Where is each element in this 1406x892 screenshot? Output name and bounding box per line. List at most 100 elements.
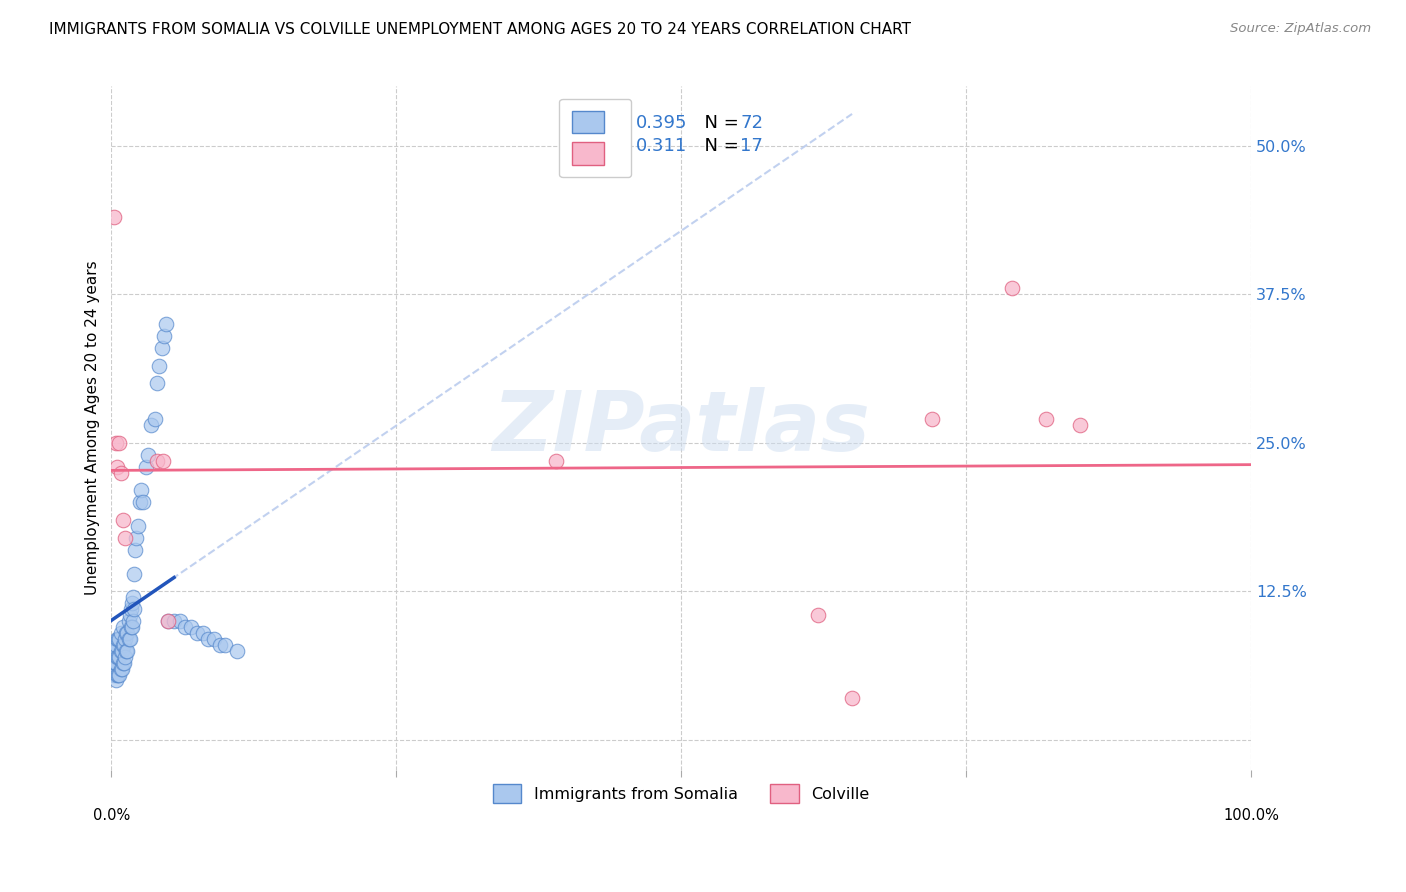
Point	[105, 632, 128, 646]
Point	[107, 649, 129, 664]
Point	[122, 566, 145, 581]
Text: Source: ZipAtlas.com: Source: ZipAtlas.com	[1230, 22, 1371, 36]
Point	[129, 483, 152, 498]
Point	[118, 608, 141, 623]
Point	[122, 602, 145, 616]
Point	[114, 632, 136, 646]
Point	[111, 638, 134, 652]
Text: 0.395: 0.395	[636, 113, 688, 132]
Point	[105, 649, 128, 664]
Point	[118, 632, 141, 646]
Text: R =: R =	[585, 113, 623, 132]
Text: R =: R =	[585, 137, 623, 155]
Point	[148, 359, 170, 373]
Point	[214, 638, 236, 652]
Point	[186, 626, 208, 640]
Point	[122, 591, 145, 605]
Point	[104, 638, 127, 652]
Point	[103, 667, 125, 681]
Point	[197, 632, 219, 646]
Point	[110, 644, 132, 658]
Point	[141, 417, 163, 432]
Point	[143, 412, 166, 426]
Point	[108, 667, 131, 681]
Point	[117, 626, 139, 640]
Point	[122, 614, 145, 628]
Point	[105, 459, 128, 474]
Point	[117, 632, 139, 646]
Point	[157, 614, 180, 628]
Point	[146, 376, 169, 391]
Point	[115, 626, 138, 640]
Point	[157, 614, 180, 628]
Point	[111, 644, 134, 658]
Point	[108, 632, 131, 646]
Point	[120, 620, 142, 634]
Legend: Immigrants from Somalia, Colville: Immigrants from Somalia, Colville	[486, 777, 876, 809]
Point	[121, 620, 143, 634]
Point	[841, 691, 863, 706]
Point	[174, 620, 197, 634]
Point	[101, 662, 124, 676]
Point	[202, 632, 225, 646]
Point	[155, 317, 177, 331]
Point	[117, 644, 139, 658]
Point	[124, 542, 146, 557]
Point	[153, 329, 176, 343]
Point	[127, 519, 149, 533]
Point	[1069, 417, 1091, 432]
Point	[110, 662, 132, 676]
Point	[921, 412, 943, 426]
Point	[111, 620, 134, 634]
Point	[103, 210, 125, 224]
Point	[104, 656, 127, 670]
Point	[163, 614, 186, 628]
Point	[135, 459, 157, 474]
Point	[121, 596, 143, 610]
Point	[107, 667, 129, 681]
Point	[115, 644, 138, 658]
Point	[169, 614, 191, 628]
Point	[807, 608, 830, 623]
Text: 0.0%: 0.0%	[93, 808, 129, 823]
Point	[104, 435, 127, 450]
Point	[544, 453, 567, 467]
Point	[104, 673, 127, 688]
Point	[111, 656, 134, 670]
Point	[120, 602, 142, 616]
Point	[107, 632, 129, 646]
Point	[150, 341, 173, 355]
Point	[114, 531, 136, 545]
Point	[112, 656, 135, 670]
Point	[105, 667, 128, 681]
Point	[152, 453, 174, 467]
Point	[146, 453, 169, 467]
Text: IMMIGRANTS FROM SOMALIA VS COLVILLE UNEMPLOYMENT AMONG AGES 20 TO 24 YEARS CORRE: IMMIGRANTS FROM SOMALIA VS COLVILLE UNEM…	[49, 22, 911, 37]
Point	[110, 626, 132, 640]
Point	[111, 513, 134, 527]
Text: N =: N =	[693, 113, 744, 132]
Text: 72: 72	[741, 113, 763, 132]
Text: 17: 17	[741, 137, 763, 155]
Point	[180, 620, 202, 634]
Point	[104, 644, 127, 658]
Point	[136, 448, 159, 462]
Point	[1000, 281, 1022, 295]
Y-axis label: Unemployment Among Ages 20 to 24 years: Unemployment Among Ages 20 to 24 years	[86, 260, 100, 595]
Text: 0.311: 0.311	[636, 137, 686, 155]
Point	[108, 649, 131, 664]
Text: 100.0%: 100.0%	[1223, 808, 1279, 823]
Point	[1035, 412, 1057, 426]
Point	[112, 638, 135, 652]
Point	[114, 649, 136, 664]
Point	[117, 614, 139, 628]
Point	[208, 638, 231, 652]
Point	[110, 466, 132, 480]
Point	[191, 626, 214, 640]
Point	[111, 662, 134, 676]
Text: N =: N =	[693, 137, 744, 155]
Point	[103, 638, 125, 652]
Point	[129, 495, 152, 509]
Point	[132, 495, 155, 509]
Point	[225, 644, 247, 658]
